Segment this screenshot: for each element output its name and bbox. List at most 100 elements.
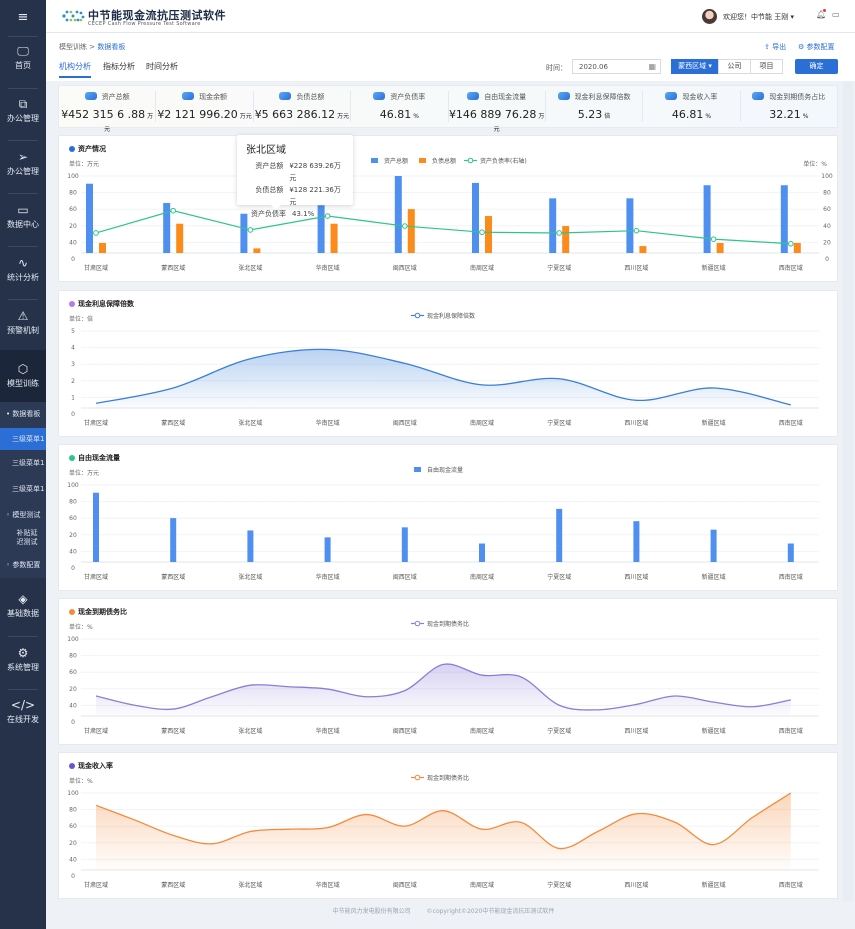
breadcrumb-parent[interactable]: 模型训练 > (59, 43, 98, 51)
bar[interactable] (472, 182, 479, 253)
legend-label: 资产总额 (384, 157, 408, 165)
bar[interactable] (407, 209, 415, 253)
bar[interactable] (710, 529, 717, 562)
hamburger-icon[interactable]: ≡ (17, 10, 29, 25)
submenu-item-model-test[interactable]: ◦ 模型测试 (6, 511, 41, 519)
bar[interactable] (485, 216, 492, 253)
submenu-item-params[interactable]: ◦ 参数配置 (6, 561, 41, 569)
chart-title-text: 现金收入率 (78, 762, 113, 770)
chart-svg: 5 4 3 2 1 0 甘肃区域 蒙西区域 张北区域 华南区域 闽西区域 南周区域 宁夏区域 西川区域 新疆… (71, 312, 819, 427)
legend-item[interactable]: 现金利息保障倍数 (411, 312, 475, 320)
submenu-item-subsidy-test[interactable]: 补贴延迟测试 (0, 529, 40, 547)
x-tick-label: 宁夏区域 (547, 264, 571, 272)
bar[interactable] (324, 537, 331, 562)
project-button[interactable]: 项目 (750, 59, 783, 74)
calendar-icon[interactable]: ▦ (648, 62, 656, 71)
chart-card-cash-income-rate: 现金收入率 单位：% 100 80 60 20 40 0 甘肃区域 蒙西区域 张北区域 华南区域 闽西区… (58, 752, 838, 899)
sidebar-item-office-2[interactable]: ➢ 办公管理 (0, 150, 46, 177)
sidebar-item-label: 首页 (15, 61, 31, 70)
tab-institution[interactable]: 机构分析 (59, 61, 91, 78)
bar[interactable] (562, 226, 570, 253)
line-point[interactable] (556, 230, 563, 236)
x-tick-label: 蒙西区域 (161, 419, 185, 427)
bar[interactable] (253, 248, 261, 253)
bar[interactable] (793, 242, 801, 253)
sidebar-item-statistics[interactable]: ∿ 统计分析 (0, 256, 46, 283)
sidebar-item-alert[interactable]: ⚠ 预警机制 (0, 309, 46, 336)
bell-icon[interactable]: 🔔︎ (816, 10, 827, 19)
cube-icon: ⬡ (17, 362, 29, 376)
line-point[interactable] (170, 207, 176, 214)
sidebar-item-home[interactable]: 🖵 首页 (0, 44, 46, 71)
bar[interactable] (479, 543, 485, 562)
bar[interactable] (780, 185, 788, 253)
line-point[interactable] (710, 236, 717, 242)
bar[interactable] (86, 183, 93, 253)
bar[interactable] (639, 246, 647, 253)
line-point[interactable] (402, 223, 408, 229)
legend-item[interactable]: 负债总额 (419, 157, 456, 165)
sidebar-item-model-training[interactable]: ⬡ 模型训练 (0, 362, 46, 389)
bar[interactable] (401, 527, 408, 562)
date-picker[interactable]: 2020.06 ▦ (572, 59, 661, 74)
sidebar-item-office[interactable]: ⧉ 办公管理 (0, 97, 46, 124)
submenu-item-level3[interactable]: 三级菜单1 (0, 459, 46, 468)
company-button[interactable]: 公司 (718, 59, 751, 74)
legend-item[interactable]: 现金到期债务比 (411, 774, 469, 782)
kpi-value-text: ¥5 663 286.12 (254, 108, 336, 121)
kpi-label: 自由现金流量 (449, 91, 545, 104)
avatar[interactable] (702, 9, 717, 24)
line-point[interactable] (93, 230, 99, 236)
bar[interactable] (394, 176, 402, 253)
sidebar-item-base-data[interactable]: ◈ 基础数据 (0, 592, 46, 619)
bar[interactable] (170, 518, 177, 562)
x-tick-label: 南周区域 (470, 573, 494, 581)
bar[interactable] (716, 242, 724, 253)
bar[interactable] (633, 521, 640, 562)
scrollbar[interactable] (843, 81, 853, 901)
line-point[interactable] (324, 213, 331, 219)
bar[interactable] (93, 492, 99, 562)
submenu-label: 三级菜单1 (12, 435, 45, 443)
bar[interactable] (549, 198, 557, 253)
y-tick-label: 20 (69, 223, 77, 230)
kpi-item: 现金余额 ¥2 121 996.20 万元 (156, 91, 254, 122)
sidebar-item-system[interactable]: ⚙ 系统管理 (0, 646, 46, 673)
submenu-item-level3-active[interactable]: 三级菜单1 (0, 428, 46, 450)
bar[interactable] (787, 543, 794, 562)
bar[interactable] (99, 242, 106, 253)
legend-item[interactable]: 自由现金流量 (414, 466, 463, 474)
export-button[interactable]: ⇪ 导出 (764, 43, 787, 51)
bar[interactable] (247, 530, 254, 562)
bar[interactable] (703, 185, 711, 253)
param-config-button[interactable]: ⚙ 参数配置 (798, 43, 835, 51)
tab-indicator[interactable]: 指标分析 (103, 62, 135, 71)
message-icon[interactable]: ▭ (832, 10, 840, 19)
tooltip-row: 资产总额 ¥228 639.26万元 (246, 160, 344, 184)
legend-item[interactable]: 资产总额 (371, 157, 408, 165)
legend-item[interactable]: 资产负债率(右轴) (464, 157, 527, 165)
bar[interactable] (626, 198, 634, 253)
x-tick-label: 宁夏区域 (547, 727, 571, 735)
sidebar-item-online-dev[interactable]: </> 在线开发 (0, 698, 46, 725)
user-menu[interactable]: 欢迎您！中节能 王刚 ▾ (723, 12, 794, 22)
kpi-label: 现金到期债务占比 (741, 91, 837, 104)
line-point[interactable] (788, 240, 794, 247)
submenu-item-level3[interactable]: 三级菜单1 (0, 485, 46, 494)
submenu-item-dashboard[interactable]: • 数据看板 (6, 410, 41, 418)
bar[interactable] (330, 223, 338, 253)
tooltip-value: ¥228 639.26万元 (289, 162, 341, 182)
line-point[interactable] (479, 229, 485, 236)
bar[interactable] (240, 213, 248, 253)
bar[interactable] (163, 202, 171, 253)
confirm-button[interactable]: 确定 (795, 59, 838, 74)
line-point[interactable] (633, 227, 640, 234)
sidebar-item-data-center[interactable]: ▭ 数据中心 (0, 203, 46, 230)
bar[interactable] (556, 508, 563, 562)
legend-item[interactable]: 现金到期债务比 (411, 620, 469, 628)
bar[interactable] (176, 223, 184, 253)
region-dropdown[interactable]: 蒙西区域 ▾ (671, 59, 719, 74)
line-point[interactable] (247, 227, 254, 233)
tab-time[interactable]: 时间分析 (146, 62, 178, 71)
bar[interactable] (317, 205, 325, 253)
